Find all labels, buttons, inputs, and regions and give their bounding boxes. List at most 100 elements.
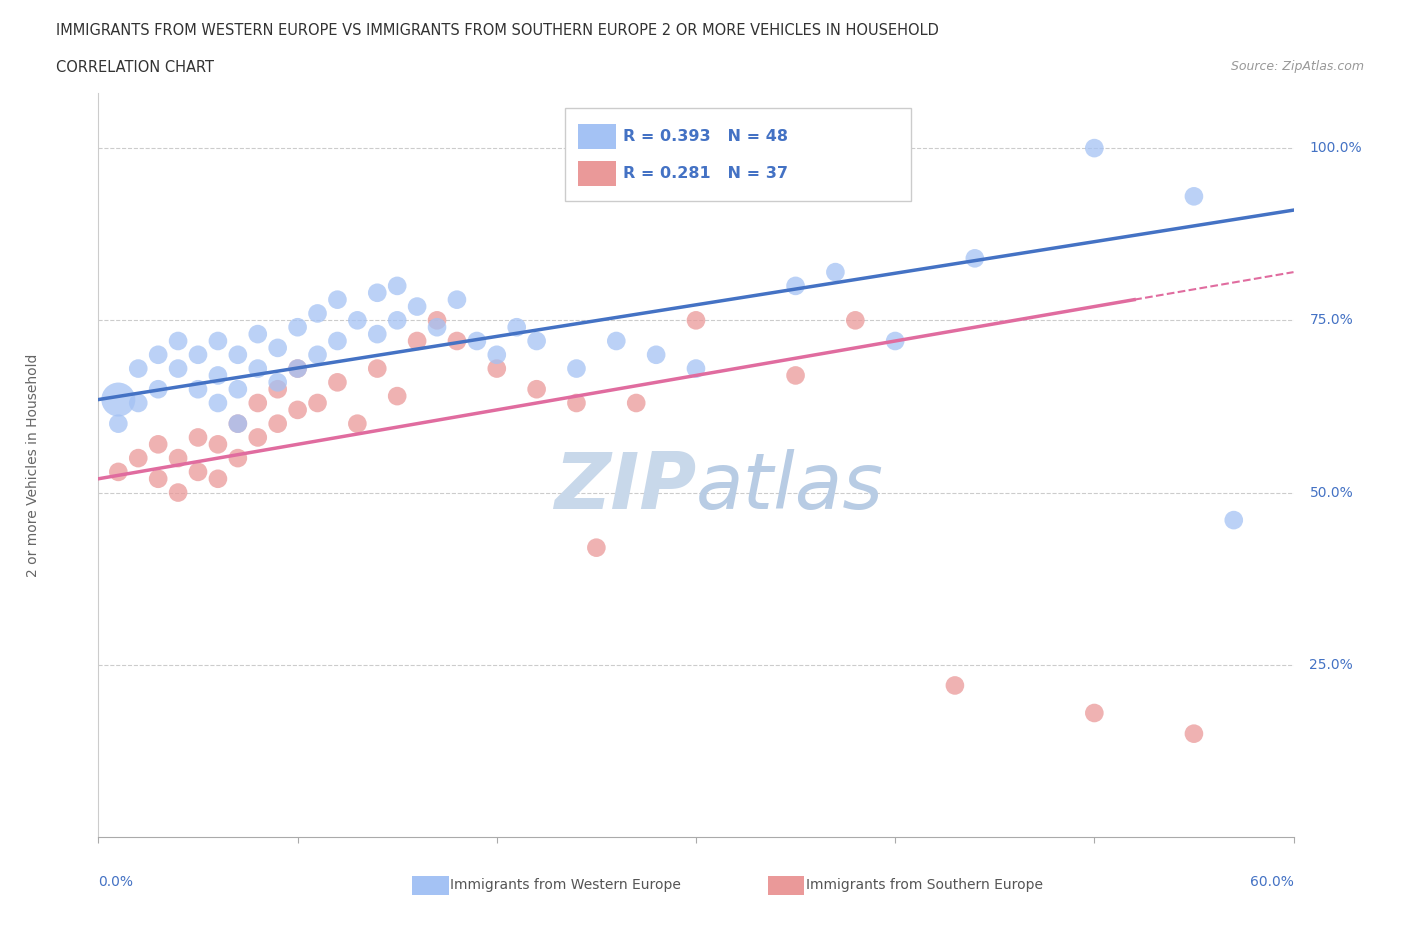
Point — [307, 395, 329, 410]
Text: 2 or more Vehicles in Household: 2 or more Vehicles in Household — [25, 353, 39, 577]
Text: IMMIGRANTS FROM WESTERN EUROPE VS IMMIGRANTS FROM SOUTHERN EUROPE 2 OR MORE VEHI: IMMIGRANTS FROM WESTERN EUROPE VS IMMIGR… — [56, 23, 939, 38]
Point — [148, 382, 170, 397]
Point — [506, 320, 529, 335]
Point — [605, 334, 627, 349]
Point — [406, 299, 429, 314]
Point — [385, 312, 409, 327]
Point — [585, 540, 607, 555]
Point — [465, 334, 488, 349]
Point — [187, 347, 209, 362]
Point — [148, 347, 170, 362]
Point — [207, 472, 229, 486]
Point — [785, 278, 807, 293]
Point — [385, 389, 409, 404]
Point — [426, 320, 449, 335]
Point — [406, 334, 429, 349]
Point — [226, 347, 249, 362]
Point — [884, 334, 907, 349]
Point — [267, 340, 290, 355]
Point — [267, 382, 290, 397]
Point — [207, 437, 229, 452]
Point — [824, 265, 846, 280]
Point — [307, 347, 329, 362]
Text: Source: ZipAtlas.com: Source: ZipAtlas.com — [1230, 60, 1364, 73]
FancyBboxPatch shape — [578, 124, 616, 149]
Point — [207, 368, 229, 383]
Point — [366, 286, 388, 300]
Point — [385, 278, 409, 293]
Point — [267, 417, 290, 432]
Point — [148, 437, 170, 452]
Point — [107, 392, 129, 407]
Point — [685, 312, 707, 327]
Point — [307, 306, 329, 321]
Point — [187, 464, 209, 479]
Point — [844, 312, 866, 327]
Point — [287, 361, 309, 376]
Point — [1182, 726, 1205, 741]
Point — [685, 361, 707, 376]
Point — [246, 361, 269, 376]
Point — [207, 395, 229, 410]
Point — [287, 361, 309, 376]
Point — [446, 334, 468, 349]
Point — [148, 472, 170, 486]
Text: 25.0%: 25.0% — [1309, 658, 1353, 671]
Point — [565, 395, 588, 410]
Point — [526, 334, 548, 349]
Text: 0.0%: 0.0% — [98, 875, 134, 889]
Point — [287, 403, 309, 418]
Point — [565, 361, 588, 376]
Point — [226, 417, 249, 432]
Point — [226, 382, 249, 397]
Text: 60.0%: 60.0% — [1250, 875, 1294, 889]
Point — [366, 326, 388, 341]
Point — [187, 382, 209, 397]
Point — [426, 312, 449, 327]
Point — [485, 361, 508, 376]
Text: CORRELATION CHART: CORRELATION CHART — [56, 60, 214, 75]
Point — [785, 368, 807, 383]
Point — [485, 347, 508, 362]
Point — [366, 361, 388, 376]
Text: 100.0%: 100.0% — [1309, 141, 1362, 155]
Point — [167, 361, 190, 376]
Text: R = 0.281   N = 37: R = 0.281 N = 37 — [623, 166, 789, 180]
Point — [167, 451, 190, 466]
Point — [107, 464, 129, 479]
Point — [187, 430, 209, 445]
Point — [246, 326, 269, 341]
Point — [326, 375, 349, 390]
Point — [1182, 189, 1205, 204]
Point — [267, 375, 290, 390]
Point — [207, 334, 229, 349]
Point — [624, 395, 647, 410]
Point — [127, 395, 149, 410]
FancyBboxPatch shape — [565, 108, 911, 201]
Point — [246, 395, 269, 410]
Point — [167, 485, 190, 500]
Point — [1083, 140, 1105, 155]
Point — [287, 320, 309, 335]
Text: 50.0%: 50.0% — [1309, 485, 1353, 499]
Point — [226, 417, 249, 432]
Point — [326, 292, 349, 307]
Point — [1222, 512, 1246, 527]
Point — [326, 334, 349, 349]
Point — [1083, 706, 1105, 721]
Text: R = 0.393   N = 48: R = 0.393 N = 48 — [623, 128, 789, 143]
Point — [346, 417, 368, 432]
Point — [127, 361, 149, 376]
Point — [107, 417, 129, 432]
Point — [446, 292, 468, 307]
Text: 75.0%: 75.0% — [1309, 313, 1353, 327]
Text: ZIP: ZIP — [554, 449, 696, 525]
Point — [943, 678, 966, 693]
Text: Immigrants from Western Europe: Immigrants from Western Europe — [450, 878, 681, 893]
Point — [167, 334, 190, 349]
Point — [226, 451, 249, 466]
FancyBboxPatch shape — [578, 161, 616, 186]
Point — [246, 430, 269, 445]
Point — [346, 312, 368, 327]
Point — [526, 382, 548, 397]
